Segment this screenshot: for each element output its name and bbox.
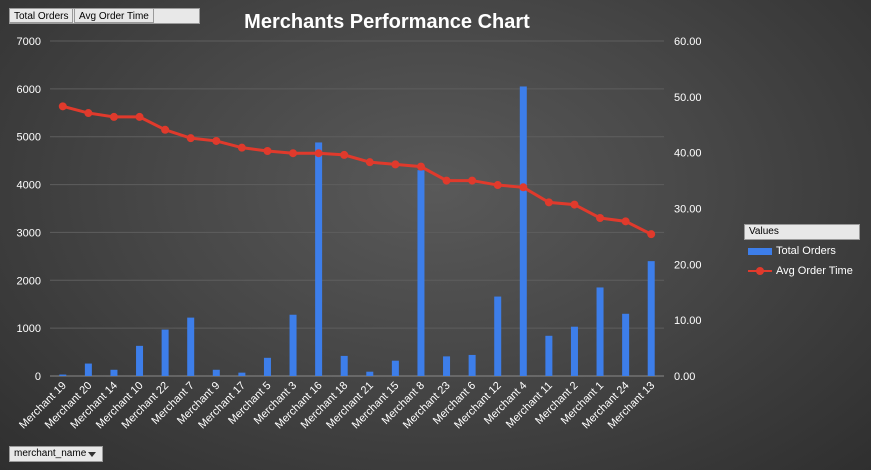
bar-total-orders [238, 372, 246, 376]
point-avg-order-time [442, 176, 451, 185]
y-left-tick-label: 1000 [17, 323, 41, 335]
legend-item-total-orders: Total Orders [748, 245, 836, 257]
bar-total-orders [468, 354, 476, 376]
point-avg-order-time [289, 149, 298, 158]
point-avg-order-time [621, 217, 630, 226]
y-left-tick-label: 4000 [17, 180, 41, 192]
point-avg-order-time [314, 149, 323, 158]
point-avg-order-time [468, 176, 477, 185]
point-avg-order-time [84, 109, 93, 118]
bar-total-orders [417, 170, 425, 376]
y-left-tick-label: 2000 [17, 275, 41, 287]
point-avg-order-time [570, 200, 579, 209]
bar-total-orders [161, 329, 169, 376]
point-avg-order-time [212, 136, 221, 145]
point-avg-order-time [596, 213, 605, 222]
y-right-tick-label: 20.00 [674, 259, 702, 271]
y-left-tick-label: 0 [35, 371, 41, 383]
point-avg-order-time [391, 160, 400, 169]
bar-total-orders [622, 313, 630, 376]
legend-swatch-line [748, 267, 772, 276]
legend-swatch-bar [748, 247, 772, 255]
dropdown-arrow-icon [88, 452, 96, 457]
bar-total-orders [212, 369, 220, 376]
bar-total-orders [59, 374, 67, 376]
bar-total-orders [391, 360, 399, 376]
point-avg-order-time [340, 150, 349, 159]
bar-total-orders [570, 326, 578, 376]
legend-label-total-orders: Total Orders [776, 245, 836, 257]
y-right-tick-label: 0.00 [674, 371, 695, 383]
point-avg-order-time [186, 134, 195, 143]
bar-total-orders [315, 142, 323, 376]
point-avg-order-time [365, 158, 374, 167]
row-field-button-merchant-name[interactable]: merchant_name [9, 446, 103, 462]
field-button-avg-order-time[interactable]: Avg Order Time [74, 8, 154, 23]
y-right-tick-label: 40.00 [674, 148, 702, 160]
legend-header: Values [744, 224, 860, 240]
row-field-label: merchant_name [14, 448, 87, 459]
y-left-tick-label: 6000 [17, 84, 41, 96]
y-right-tick-label: 50.00 [674, 92, 702, 104]
y-left-tick-label: 3000 [17, 227, 41, 239]
bar-total-orders [647, 261, 655, 376]
bar-total-orders [263, 357, 271, 376]
y-left-tick-label: 7000 [17, 36, 41, 48]
bar-total-orders [136, 345, 144, 376]
bar-total-orders [84, 363, 92, 376]
field-button-total-orders[interactable]: Total Orders [9, 8, 74, 23]
bar-total-orders [545, 335, 553, 376]
point-avg-order-time [237, 143, 246, 152]
bar-total-orders [443, 356, 451, 376]
point-avg-order-time [135, 112, 144, 121]
point-avg-order-time [493, 181, 502, 190]
bar-total-orders [110, 369, 118, 376]
bar-total-orders [366, 371, 374, 376]
bar-total-orders [187, 317, 195, 376]
y-right-tick-label: 30.00 [674, 204, 702, 216]
legend-label-avg-order-time: Avg Order Time [776, 265, 853, 277]
legend-item-avg-order-time: Avg Order Time [748, 265, 853, 277]
point-avg-order-time [519, 183, 528, 192]
point-avg-order-time [109, 112, 118, 121]
chart-title: Merchants Performance Chart [244, 11, 530, 33]
y-left-tick-label: 5000 [17, 132, 41, 144]
line-avg-order-time [62, 104, 652, 236]
bar-total-orders [340, 355, 348, 376]
y-right-tick-label: 10.00 [674, 315, 702, 327]
bar-total-orders [596, 287, 604, 376]
bar-total-orders [494, 296, 502, 376]
point-avg-order-time [647, 230, 656, 239]
bar-total-orders [289, 314, 297, 376]
point-avg-order-time [416, 162, 425, 171]
point-avg-order-time [58, 102, 67, 111]
y-right-tick-label: 60.00 [674, 36, 702, 48]
bar-total-orders [519, 86, 527, 376]
point-avg-order-time [263, 146, 272, 155]
point-avg-order-time [544, 198, 553, 207]
point-avg-order-time [161, 125, 170, 134]
